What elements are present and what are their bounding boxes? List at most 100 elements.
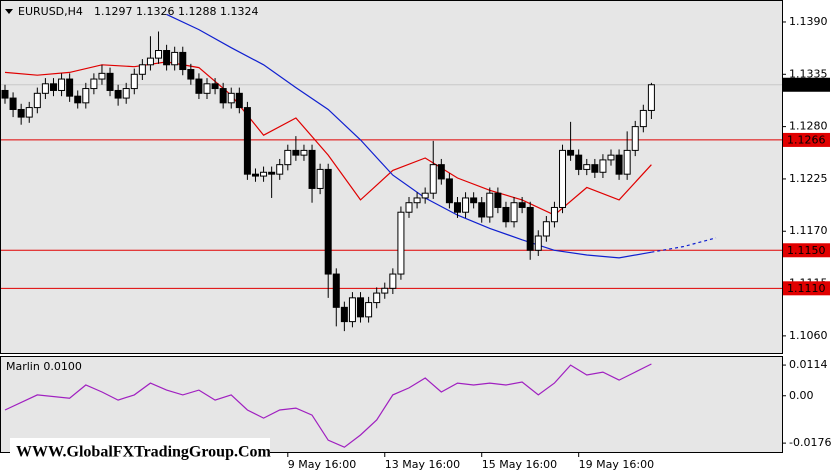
level-tag xyxy=(783,281,830,296)
candle-body xyxy=(413,197,421,204)
candle-body xyxy=(163,50,171,66)
candle-body xyxy=(98,72,106,80)
header-close: 1.1324 xyxy=(220,5,259,18)
level-tag xyxy=(783,132,830,147)
candle-body xyxy=(526,206,534,251)
chart-layer: 1.13901.13351.12801.12251.11701.11151.10… xyxy=(1,13,831,471)
candle-body xyxy=(615,154,623,175)
header-open: 1.1297 xyxy=(94,5,133,18)
candle-body xyxy=(462,197,470,213)
watermark-box xyxy=(10,438,270,468)
level-label: 1.1150 xyxy=(787,244,826,257)
candle-body xyxy=(292,149,300,156)
candle-body xyxy=(41,83,49,94)
menu-triangle xyxy=(5,9,13,14)
indicator-panel xyxy=(0,356,783,453)
candle-body xyxy=(365,302,373,318)
candle-body xyxy=(502,206,510,223)
candle-body xyxy=(453,202,461,213)
candle-body xyxy=(74,95,82,104)
candle-body xyxy=(130,73,138,90)
header-high: 1.1326 xyxy=(136,5,175,18)
candle-body xyxy=(58,78,66,91)
y-tick-label: 1.1280 xyxy=(789,120,828,133)
candle-body xyxy=(227,92,235,104)
candle-body xyxy=(122,88,130,99)
candle-body xyxy=(251,173,259,177)
candle-body xyxy=(1,89,9,99)
candle-body xyxy=(575,154,583,170)
y-tick-label: 1.1225 xyxy=(789,172,828,185)
candle-body xyxy=(9,97,17,110)
candle-body xyxy=(82,88,90,104)
indicator-line xyxy=(4,363,652,448)
candle-body xyxy=(373,292,381,304)
candle-body xyxy=(155,50,163,59)
x-tick-label: 19 May 16:00 xyxy=(579,458,654,471)
candle-body xyxy=(340,306,348,323)
y-tick-label: 1.1170 xyxy=(789,224,828,237)
level-label: 1.1110 xyxy=(787,282,826,295)
candle-body xyxy=(647,84,655,111)
candle-body xyxy=(631,126,639,151)
candle-body xyxy=(381,287,389,294)
candle-body xyxy=(25,107,33,118)
candle-body xyxy=(33,92,41,109)
candle-body xyxy=(599,159,607,173)
candle-body xyxy=(583,164,591,170)
level-label: 1.1266 xyxy=(787,133,826,146)
candle-body xyxy=(607,154,615,161)
candle-body xyxy=(284,149,292,166)
candle-body xyxy=(534,235,542,251)
candle-body xyxy=(494,192,502,208)
x-tick-label: 13 May 16:00 xyxy=(385,458,460,471)
candle-body xyxy=(243,107,251,175)
candle-body xyxy=(17,108,25,118)
candle-body xyxy=(106,72,114,91)
moving-average xyxy=(166,13,652,259)
candle-body xyxy=(421,192,429,199)
candle-body xyxy=(591,164,599,173)
candle-body xyxy=(316,168,324,189)
candle-body xyxy=(300,149,308,156)
candle-body xyxy=(389,273,397,289)
candle-body xyxy=(357,297,365,318)
candle-body xyxy=(405,202,413,213)
candle-body xyxy=(171,51,179,66)
candle-body xyxy=(219,88,227,104)
candle-body xyxy=(542,221,550,237)
candle-body xyxy=(49,83,57,91)
candle-body xyxy=(235,92,243,109)
level-tag xyxy=(783,243,830,258)
candle-body xyxy=(437,164,445,180)
moving-average xyxy=(4,61,652,216)
candle-body xyxy=(429,164,437,194)
candle-body xyxy=(308,149,316,189)
y-tick-label: -0.0176 xyxy=(789,436,831,449)
y-tick-label: 0.0114 xyxy=(789,358,828,371)
candle-body xyxy=(445,178,453,204)
y-tick-label: 1.1390 xyxy=(789,15,828,28)
candle-body xyxy=(559,149,567,208)
candle-body xyxy=(187,69,195,80)
x-tick-label: 9 May 16:00 xyxy=(288,458,356,471)
candle-body xyxy=(486,192,494,218)
candle-body xyxy=(146,57,154,66)
price-panel xyxy=(0,0,783,354)
candle-body xyxy=(478,202,486,218)
candle-body xyxy=(114,89,122,99)
candle-body xyxy=(348,297,356,323)
moving-average xyxy=(651,237,717,253)
indicator-title: Marlin 0.0100 xyxy=(6,360,82,373)
y-tick-label: 1.1335 xyxy=(789,67,828,80)
price-tag xyxy=(783,77,830,92)
candle-body xyxy=(332,273,340,308)
y-tick-label: 0.00 xyxy=(789,389,814,402)
candle-body xyxy=(211,83,219,90)
candle-body xyxy=(66,78,74,97)
candle-body xyxy=(203,83,211,94)
candle-body xyxy=(510,202,518,223)
candle-body xyxy=(268,171,276,175)
y-tick-label: 1.1060 xyxy=(789,329,828,342)
